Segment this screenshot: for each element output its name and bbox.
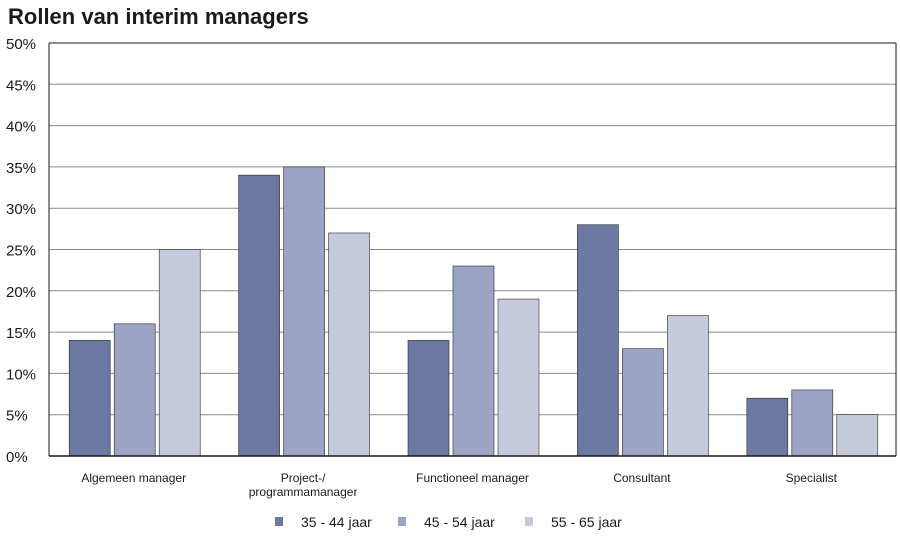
bar (791, 389, 834, 457)
bar (836, 414, 879, 457)
bar (158, 249, 201, 457)
legend-label: 45 - 54 jaar (424, 514, 495, 530)
y-tick-label: 5% (6, 408, 28, 425)
bar (746, 397, 789, 457)
bar (328, 232, 370, 457)
x-category-label: Project-/ (281, 471, 326, 485)
y-tick-label: 20% (6, 284, 36, 301)
y-tick-label: 10% (6, 366, 36, 383)
x-axis-category-labels: Algemeen manager Project-/programmamanage… (81, 471, 837, 499)
bars (68, 166, 879, 457)
legend-swatch (398, 517, 406, 526)
bar (667, 315, 709, 457)
x-category-label: Algemeen manager (81, 471, 186, 485)
axes (48, 42, 897, 457)
bar (497, 298, 540, 457)
y-tick-label: 0% (6, 449, 28, 466)
bar (68, 340, 111, 457)
bar (577, 224, 619, 457)
legend-swatch (275, 517, 283, 526)
y-tick-label: 40% (6, 119, 36, 136)
bar (283, 166, 325, 457)
y-tick-label: 45% (6, 77, 36, 94)
bar (622, 348, 664, 457)
legend-swatch (525, 517, 533, 526)
y-tick-label: 50% (6, 36, 36, 53)
y-tick-label: 25% (6, 243, 36, 260)
bar (407, 340, 450, 457)
bar (452, 265, 495, 457)
y-axis-tick-labels: 0% 5% 10% 15% 20% 25% 30% 35% 40% 45% 50% (6, 36, 36, 466)
x-category-label: programmamanager (249, 485, 358, 499)
y-tick-label: 35% (6, 160, 36, 177)
chart-title: Rollen van interim managers (8, 4, 309, 29)
x-category-label: Specialist (786, 471, 838, 485)
bar (113, 323, 156, 457)
bar (238, 174, 280, 457)
x-category-label: Functioneel manager (416, 471, 529, 485)
legend-label: 35 - 44 jaar (301, 514, 372, 530)
x-category-label: Consultant (613, 471, 671, 485)
y-tick-label: 15% (6, 325, 36, 342)
legend: 35 - 44 jaar 45 - 54 jaar 55 - 65 jaar (275, 514, 622, 530)
legend-label: 55 - 65 jaar (551, 514, 622, 530)
y-tick-label: 30% (6, 201, 36, 218)
